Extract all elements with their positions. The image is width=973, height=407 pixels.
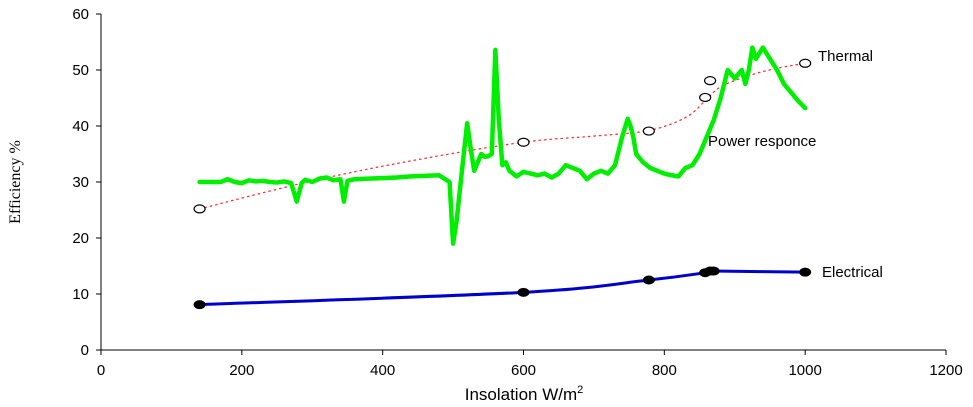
electrical-point [707, 266, 720, 276]
power-response-label: Power responce [708, 133, 816, 150]
electrical-point [193, 300, 206, 310]
electrical-label: Electrical [822, 264, 883, 281]
series-labels: Thermal Power responce Electrical [708, 48, 883, 281]
x-tick-label: 1000 [788, 362, 821, 379]
x-axis: 0 200 400 600 800 1000 1200 [97, 349, 963, 379]
thermal-point [704, 76, 717, 86]
x-axis-title: Insolation W/m2 [465, 384, 584, 404]
y-tick-label: 0 [81, 342, 89, 359]
thermal-point [799, 58, 812, 68]
x-tick-label: 800 [652, 362, 677, 379]
y-tick-label: 60 [72, 6, 89, 23]
x-tick-label: 600 [511, 362, 536, 379]
power-response-line [197, 45, 808, 246]
y-tick-label: 40 [72, 118, 89, 135]
x-tick-label: 1200 [929, 362, 962, 379]
x-tick-label: 400 [370, 362, 395, 379]
y-tick-label: 20 [72, 230, 89, 247]
electrical-point [517, 287, 530, 297]
x-tick-label: 0 [97, 362, 105, 379]
thermal-point [642, 126, 655, 136]
y-tick-label: 10 [72, 286, 89, 303]
y-tick-label: 50 [72, 62, 89, 79]
thermal-point [699, 92, 712, 103]
electrical-point [642, 275, 655, 285]
plot-area [193, 45, 812, 310]
thermal-point [193, 204, 206, 214]
electrical-point [799, 267, 812, 277]
thermal-point [517, 137, 530, 147]
y-tick-label: 30 [72, 174, 89, 191]
y-axis-title: Efficiency % [7, 140, 24, 224]
x-tick-label: 200 [229, 362, 254, 379]
thermal-label: Thermal [818, 48, 873, 65]
y-axis: 0 10 20 30 40 50 60 [72, 6, 102, 359]
electrical-line [199, 269, 806, 307]
